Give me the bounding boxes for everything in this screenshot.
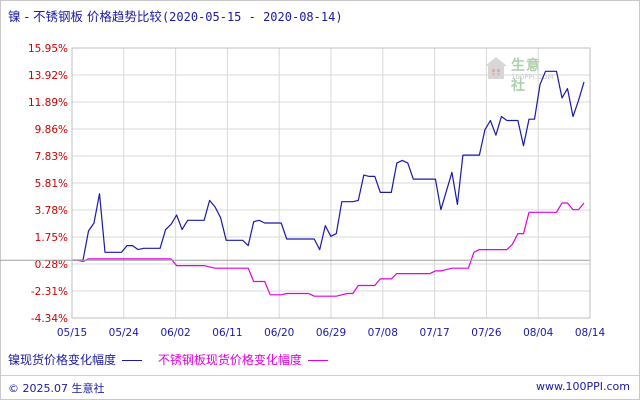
y-tick-label: 9.86% [35, 124, 68, 136]
line-chart: 15.95% 13.92% 11.89% 9.86% 7.83% 5.81% 3.78% 1.… [0, 43, 606, 339]
chart-series [72, 70, 585, 297]
chart-legend: 镍现货价格变化幅度 不锈钢板现货价格变化幅度 [8, 351, 340, 368]
y-tick-label: 15.95% [28, 43, 68, 55]
x-tick-label: 06/11 [212, 327, 242, 339]
watermark-logo: 生意社 100PPI.COM [483, 55, 555, 94]
x-tick-label: 05/15 [57, 327, 87, 339]
series-line-nickel [72, 70, 585, 261]
x-tick-label: 06/20 [264, 327, 294, 339]
legend-swatch-stainless [307, 360, 328, 361]
y-tick-label: -2.31% [31, 286, 68, 298]
y-tick-label: 13.92% [28, 70, 68, 82]
footer-copyright: © 2025.07 生意社 [8, 382, 105, 395]
legend-item-stainless: 不锈钢板现货价格变化幅度 [158, 351, 328, 368]
x-tick-label: 06/29 [316, 327, 346, 339]
series-line-stainless [72, 202, 585, 297]
chart-title-text: 镍 - 不锈钢板 价格趋势比较 [8, 9, 162, 24]
y-tick-label: 0.28% [35, 259, 68, 271]
chart-title: 镍 - 不锈钢板 价格趋势比较(2020-05-15 - 2020-08-14) [8, 6, 343, 25]
watermark-brand: 生意社 [511, 58, 541, 94]
y-tick-label: 11.89% [28, 97, 68, 109]
x-axis-ticks: 05/15 05/24 06/02 06/11 06/20 06/29 07/08 07/17… [57, 327, 606, 339]
y-tick-label: 5.81% [35, 178, 68, 190]
x-tick-label: 08/14 [575, 327, 606, 339]
x-tick-label: 07/17 [419, 327, 449, 339]
watermark-sub: 100PPI.COM [511, 73, 554, 81]
y-tick-label: 3.78% [35, 205, 68, 217]
x-tick-label: 07/26 [471, 327, 502, 339]
plot-area-border [71, 47, 591, 319]
y-tick-label: 1.75% [35, 232, 68, 244]
chart-date-range: (2020-05-15 - 2020-08-14) [161, 10, 343, 24]
x-tick-label: 05/24 [109, 327, 140, 339]
legend-label-stainless: 不锈钢板现货价格变化幅度 [157, 353, 302, 367]
x-tick-label: 07/08 [368, 327, 398, 339]
legend-label-nickel: 镍现货价格变化幅度 [8, 353, 117, 367]
footer-divider [1, 375, 639, 376]
x-tick-label: 06/02 [160, 327, 190, 339]
y-axis-ticks: 15.95% 13.92% 11.89% 9.86% 7.83% 5.81% 3.78% 1.… [28, 43, 68, 325]
x-tick-label: 08/04 [523, 327, 554, 339]
chart-axes [0, 47, 591, 319]
legend-swatch-nickel [122, 360, 143, 361]
legend-item-nickel: 镍现货价格变化幅度 [8, 351, 143, 368]
footer-website[interactable]: www.100PPI.com [536, 380, 630, 393]
y-tick-label: -4.34% [31, 313, 68, 325]
chart-grid [71, 47, 591, 319]
y-tick-label: 7.83% [35, 151, 68, 163]
